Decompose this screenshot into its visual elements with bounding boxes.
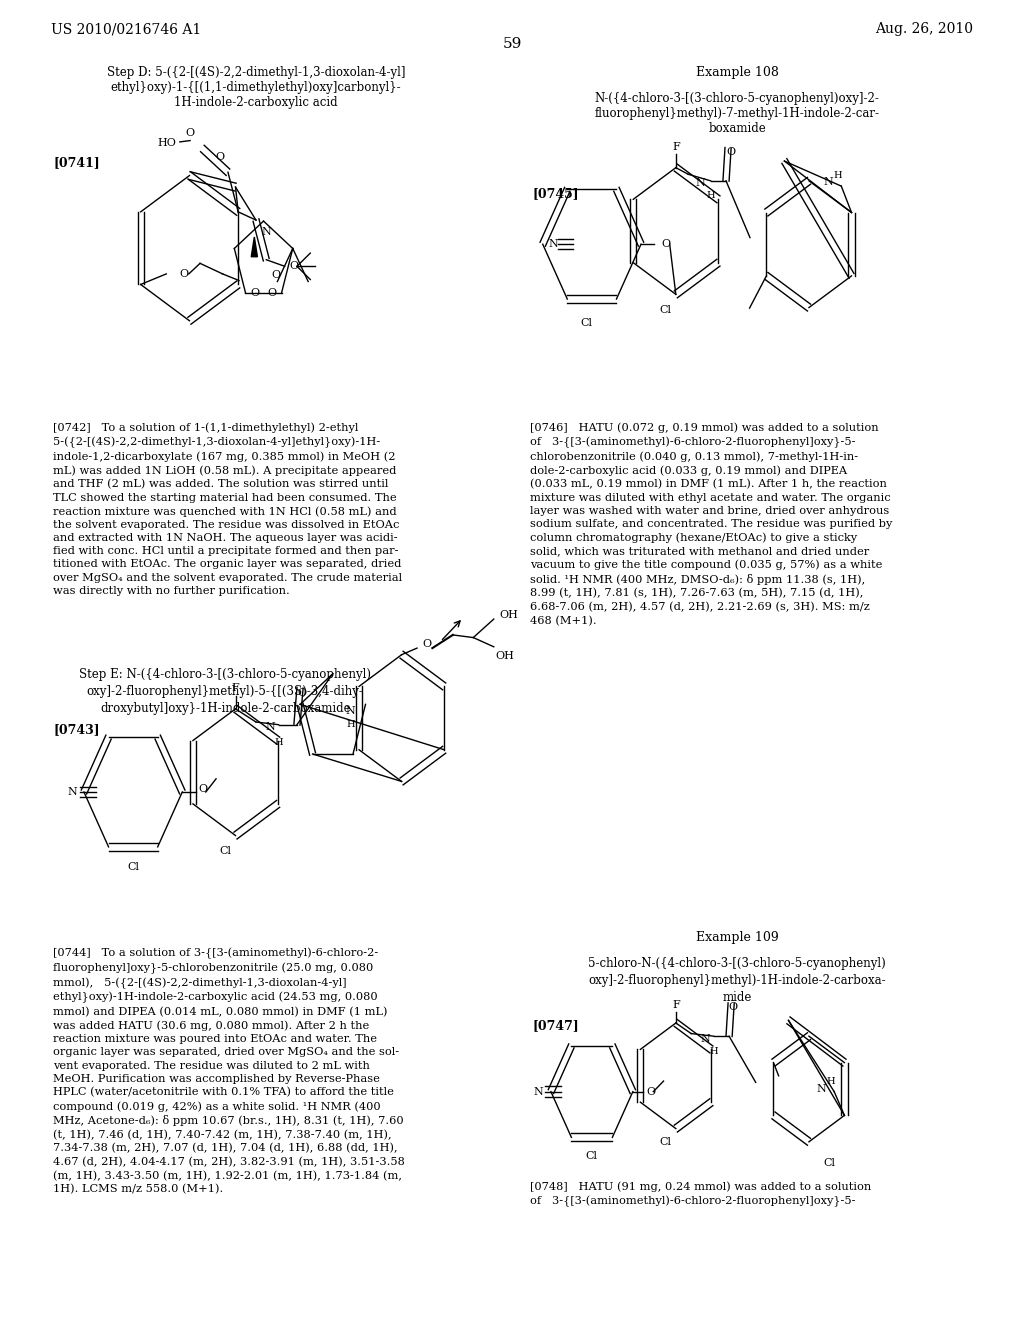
Text: [0746]   HATU (0.072 g, 0.19 mmol) was added to a solution
of   3-{[3-(aminometh: [0746] HATU (0.072 g, 0.19 mmol) was add… xyxy=(530,422,893,626)
Text: Cl: Cl xyxy=(659,305,672,315)
Text: 5-chloro-N-({4-chloro-3-[(3-chloro-5-cyanophenyl)
oxy]-2-fluorophenyl}methyl)-1H: 5-chloro-N-({4-chloro-3-[(3-chloro-5-cya… xyxy=(589,957,886,1005)
Text: [0745]: [0745] xyxy=(532,187,580,201)
Text: O: O xyxy=(199,784,208,795)
Text: O: O xyxy=(271,271,281,280)
Text: OH: OH xyxy=(496,651,515,661)
Text: US 2010/0216746 A1: US 2010/0216746 A1 xyxy=(51,22,202,37)
Text: Cl: Cl xyxy=(586,1151,598,1162)
Text: N: N xyxy=(532,1086,543,1097)
Text: N: N xyxy=(345,706,355,715)
Text: H: H xyxy=(347,721,355,729)
Text: O: O xyxy=(251,288,260,298)
Text: O: O xyxy=(215,152,224,161)
Text: N: N xyxy=(700,1034,711,1044)
Text: N: N xyxy=(261,227,271,236)
Text: Cl: Cl xyxy=(219,846,231,857)
Text: 59: 59 xyxy=(503,37,521,51)
Text: Example 108: Example 108 xyxy=(696,66,778,79)
Text: N: N xyxy=(823,177,834,187)
Text: H: H xyxy=(834,170,843,180)
Text: O: O xyxy=(267,288,276,298)
Text: H: H xyxy=(710,1047,718,1056)
Text: O: O xyxy=(298,688,306,698)
Text: [0748]   HATU (91 mg, 0.24 mmol) was added to a solution
of   3-{[3-(aminomethyl: [0748] HATU (91 mg, 0.24 mmol) was added… xyxy=(530,1181,871,1206)
Text: Cl: Cl xyxy=(581,318,593,329)
Text: OH: OH xyxy=(499,610,518,620)
Text: [0747]: [0747] xyxy=(532,1019,580,1032)
Text: O: O xyxy=(422,639,431,649)
Text: Example 109: Example 109 xyxy=(696,931,778,944)
Text: Cl: Cl xyxy=(659,1137,672,1147)
Text: O: O xyxy=(646,1086,655,1097)
Text: Step D: 5-({2-[(4S)-2,2-dimethyl-1,3-dioxolan-4-yl]
ethyl}oxy)-1-{[(1,1-dimethyl: Step D: 5-({2-[(4S)-2,2-dimethyl-1,3-dio… xyxy=(106,66,406,110)
Text: N: N xyxy=(265,722,275,733)
Text: [0741]: [0741] xyxy=(53,156,100,169)
Text: Aug. 26, 2010: Aug. 26, 2010 xyxy=(874,22,973,37)
Text: O: O xyxy=(727,147,735,157)
Text: [0744]   To a solution of 3-{[3-(aminomethyl)-6-chloro-2-
fluorophenyl]oxy}-5-ch: [0744] To a solution of 3-{[3-(aminometh… xyxy=(53,948,406,1195)
Text: O: O xyxy=(729,1002,737,1012)
Text: O: O xyxy=(290,261,299,272)
Text: O: O xyxy=(662,239,671,249)
Text: O: O xyxy=(185,128,195,137)
Text: [0743]: [0743] xyxy=(53,723,100,737)
Text: H: H xyxy=(707,191,715,201)
Text: H: H xyxy=(826,1077,836,1086)
Text: Cl: Cl xyxy=(823,1158,836,1168)
Text: N: N xyxy=(695,178,706,189)
Text: F: F xyxy=(672,141,680,152)
Text: [0742]   To a solution of 1-(1,1-dimethylethyl) 2-ethyl
5-({2-[(4S)-2,2-dimethyl: [0742] To a solution of 1-(1,1-dimethyle… xyxy=(53,422,402,595)
Text: N: N xyxy=(548,239,558,249)
Text: HO: HO xyxy=(157,139,176,148)
Text: Cl: Cl xyxy=(127,862,139,873)
Text: F: F xyxy=(672,999,680,1010)
Text: N: N xyxy=(816,1084,826,1094)
Text: O: O xyxy=(179,269,188,279)
Text: F: F xyxy=(231,682,240,693)
Text: N-({4-chloro-3-[(3-chloro-5-cyanophenyl)oxy]-2-
fluorophenyl}methyl)-7-methyl-1H: N-({4-chloro-3-[(3-chloro-5-cyanophenyl)… xyxy=(595,92,880,136)
Text: Step E: N-({4-chloro-3-[(3-chloro-5-cyanophenyl)
oxy]-2-fluorophenyl}methyl)-5-{: Step E: N-({4-chloro-3-[(3-chloro-5-cyan… xyxy=(79,668,372,715)
Text: N: N xyxy=(67,787,77,797)
Text: H: H xyxy=(274,738,283,747)
Polygon shape xyxy=(251,236,257,256)
